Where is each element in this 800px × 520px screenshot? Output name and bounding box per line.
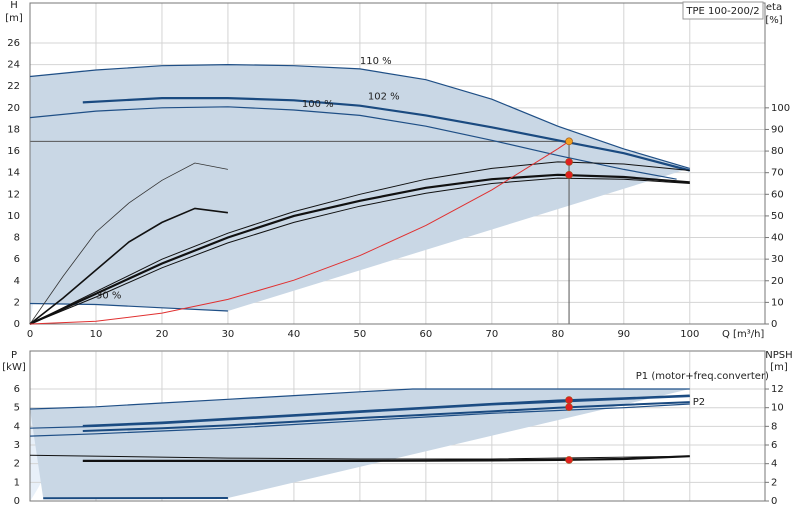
curve-label: 100 % [302,99,334,110]
operating-point [565,403,573,411]
y2-tick-label: 30 [771,254,784,265]
curve [29,454,690,460]
curve [29,162,228,325]
curve-label: 110 % [360,56,392,67]
y2-tick-label: 0 [771,496,777,507]
y2-tick-label: 90 [771,124,784,135]
operating-point [565,456,573,464]
y-tick-label: 4 [14,276,20,287]
y-tick-label: 2 [14,459,20,470]
y2-tick-label: 12 [771,384,784,395]
y2-tick-label: 8 [771,421,777,432]
curve-label: 30 % [96,291,121,302]
curve [82,401,690,432]
curve-label: 102 % [368,92,400,103]
x-tick-label: 40 [288,329,301,340]
y2-tick-label: 4 [771,459,777,470]
y-axis-label: H [10,0,18,11]
x-tick-label: 60 [420,329,433,340]
operating-point [565,158,573,166]
x-tick-label: 10 [90,329,103,340]
operating-envelope [30,389,690,499]
y-tick-label: 3 [14,440,20,451]
curve [29,302,228,312]
y-tick-label: 0 [14,496,20,507]
curve [29,207,229,325]
y-tick-label: 2 [14,297,20,308]
y-axis-label: P [11,350,17,361]
y-tick-label: 6 [14,384,20,395]
y2-axis-unit: [m] [770,362,788,373]
curve [29,106,677,180]
operating-point [565,396,573,404]
operating-point [565,137,573,146]
curve [29,177,690,325]
y2-tick-label: 6 [771,440,777,451]
x-tick-label: 20 [156,329,169,340]
y2-tick-label: 10 [771,403,784,414]
y-tick-label: 16 [7,146,20,157]
y2-tick-label: 0 [771,319,777,330]
curve [82,455,690,462]
y2-tick-label: 2 [771,477,777,488]
y2-axis-label: NPSH [765,350,792,361]
y2-axis-label: eta [766,2,782,13]
curve [29,403,690,437]
y-tick-label: 6 [14,254,20,265]
chart-title: TPE 100-200/2 [685,6,759,17]
y-axis-unit: [kW] [2,362,26,373]
x-tick-label: 80 [551,329,564,340]
y-tick-label: 8 [14,233,20,244]
y-tick-label: 14 [7,168,20,179]
y2-tick-label: 20 [771,276,784,287]
y-tick-label: 26 [7,38,20,49]
operating-point [565,171,573,179]
curve-label: P2 [693,397,705,408]
y-tick-label: 20 [7,103,20,114]
curve [29,173,690,325]
x-tick-label: 100 [680,329,699,340]
curve [29,395,690,429]
x-tick-label: 30 [222,329,235,340]
plot-layer [29,3,765,502]
y2-tick-label: 80 [771,146,784,157]
y-tick-label: 18 [7,124,20,135]
y2-tick-label: 60 [771,189,784,200]
y2-tick-label: 50 [771,211,784,222]
x-tick-label: 90 [617,329,630,340]
y2-tick-label: 70 [771,168,784,179]
y2-axis-unit: [%] [765,15,782,26]
y-tick-label: 0 [14,319,20,330]
y2-tick-label: 100 [771,103,790,114]
x-tick-label: 0 [27,329,33,340]
y-tick-label: 4 [14,421,20,432]
x-tick-label: 70 [485,329,498,340]
y-tick-label: 5 [14,403,20,414]
x-tick-label: 50 [354,329,367,340]
curve [82,394,690,428]
y-tick-label: 22 [7,81,20,92]
curve-label: P1 (motor+freq.converter) [636,371,769,382]
curve [82,97,691,172]
y-tick-label: 24 [7,60,20,71]
title-box [682,1,764,20]
y-tick-label: 1 [14,477,20,488]
curve [29,140,570,325]
y-tick-label: 10 [7,211,20,222]
curve [29,161,690,325]
plot-frame [29,2,766,325]
y2-tick-label: 10 [771,297,784,308]
y2-tick-label: 40 [771,233,784,244]
y-axis-unit: [m] [5,13,23,24]
curve [29,63,690,169]
curve [29,388,690,410]
y-tick-label: 12 [7,189,20,200]
x-axis-label: Q [m³/h] [722,329,764,340]
